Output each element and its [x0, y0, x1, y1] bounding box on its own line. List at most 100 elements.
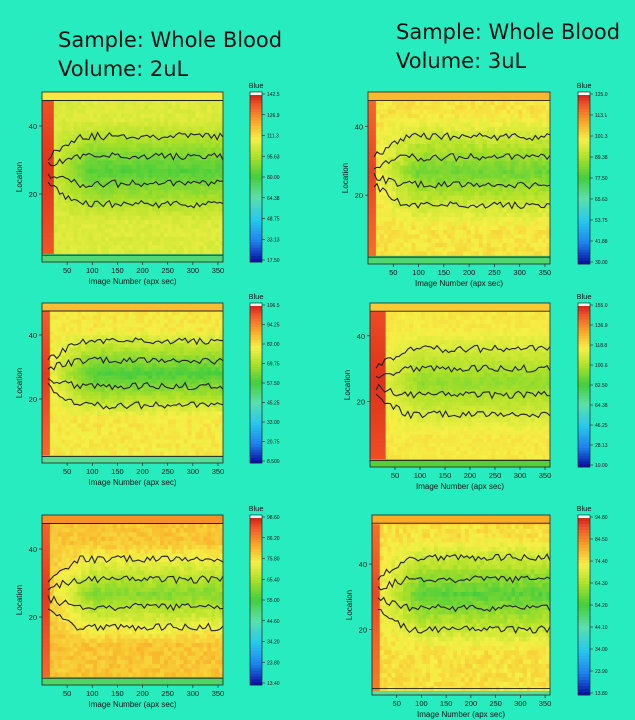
heatmap-cell	[120, 100, 126, 106]
heatmap-cell	[207, 104, 212, 110]
heatmap-cell	[49, 395, 55, 400]
heatmap-cell	[73, 419, 78, 424]
heatmap-cell	[175, 245, 181, 250]
heatmap-cell	[65, 164, 70, 169]
heatmap-cell	[371, 186, 377, 192]
heatmap-cell	[211, 185, 216, 191]
colorbar-swatch	[578, 152, 590, 156]
heatmap-cell	[478, 165, 484, 170]
heatmap-cell	[61, 202, 66, 208]
heatmap-cell	[415, 139, 420, 144]
heatmap-cell	[510, 165, 515, 170]
heatmap-cell	[112, 447, 118, 452]
heatmap-cell	[486, 169, 492, 175]
heatmap-cell	[42, 395, 47, 400]
heatmap-cell	[211, 113, 216, 118]
heatmap-cell	[53, 223, 59, 229]
heatmap-cell	[538, 109, 543, 114]
colorbar-swatch	[578, 100, 590, 104]
heatmap-cell	[207, 164, 212, 169]
heatmap-cell	[498, 104, 503, 110]
heatmap-cell	[375, 208, 381, 213]
heatmap-cell	[514, 190, 519, 196]
heatmap-cell	[215, 185, 220, 191]
heatmap-cell	[411, 259, 416, 265]
heatmap-cell	[85, 181, 90, 186]
heatmap-cell	[219, 160, 224, 165]
heatmap-cell	[462, 165, 468, 170]
heatmap-cell	[120, 431, 126, 436]
heatmap-cell	[470, 117, 476, 123]
heatmap-cell	[144, 435, 149, 440]
heatmap-cell	[116, 431, 122, 436]
heatmap-cell	[179, 240, 185, 246]
heatmap-cell	[439, 182, 444, 187]
heatmap-cell	[466, 104, 472, 110]
heatmap-cell	[136, 104, 141, 110]
heatmap-cell	[199, 164, 204, 169]
heatmap-cell	[97, 172, 102, 178]
heatmap-cell	[140, 387, 145, 392]
heatmap-cell	[451, 104, 456, 110]
heatmap-cell	[108, 339, 114, 344]
heatmap-cell	[73, 121, 78, 127]
heatmap-cell	[455, 96, 460, 101]
heatmap-cell	[403, 173, 408, 179]
heatmap-cell	[447, 109, 452, 114]
heatmap-cell	[195, 194, 200, 199]
heatmap-cell	[69, 100, 74, 106]
heatmap-cell	[49, 172, 55, 178]
heatmap-cell	[144, 419, 149, 424]
heatmap-cell	[494, 143, 499, 149]
heatmap-cell	[506, 109, 511, 114]
heatmap-cell	[395, 135, 401, 140]
heatmap-cell	[42, 168, 47, 174]
heatmap-cell	[101, 113, 106, 118]
heatmap-cell	[77, 100, 82, 106]
heatmap-cell	[144, 223, 149, 229]
heatmap-cell	[435, 135, 440, 140]
heatmap-cell	[85, 236, 90, 242]
heatmap-cell	[89, 253, 94, 259]
heatmap-cell	[474, 113, 480, 119]
heatmap-cell	[199, 223, 204, 229]
heatmap-cell	[61, 147, 66, 152]
heatmap-cell	[171, 194, 177, 199]
heatmap-cell	[474, 126, 480, 132]
heatmap-cell	[451, 199, 456, 205]
heatmap-cell	[108, 143, 114, 148]
heatmap-cell	[136, 411, 141, 416]
heatmap-cell	[546, 233, 551, 239]
heatmap-cell	[45, 307, 51, 312]
heatmap-cell	[89, 164, 94, 169]
heatmap-cell	[546, 221, 551, 226]
heatmap-cell	[451, 135, 456, 140]
heatmap-cell	[387, 216, 393, 222]
heatmap-cell	[478, 186, 484, 192]
heatmap-cell	[526, 135, 531, 140]
heatmap-cell	[490, 251, 496, 256]
heatmap-cell	[69, 211, 74, 216]
heatmap-cell	[144, 134, 149, 140]
heatmap-cell	[132, 391, 137, 396]
heatmap-cell	[128, 379, 133, 384]
heatmap-cell	[160, 92, 165, 97]
heatmap-cell	[462, 117, 468, 123]
heatmap-cell	[53, 351, 59, 356]
heatmap-cell	[140, 363, 145, 368]
colorbar-swatch	[250, 211, 262, 215]
heatmap-cell	[112, 391, 118, 396]
heatmap-cell	[462, 96, 468, 101]
heatmap-cell	[128, 423, 133, 428]
heatmap-cell	[148, 185, 153, 191]
heatmap-cell	[379, 208, 385, 213]
heatmap-cell	[85, 104, 90, 110]
heatmap-cell	[431, 147, 436, 153]
heatmap-cell	[443, 182, 448, 187]
heatmap-cell	[439, 152, 444, 157]
heatmap-cell	[144, 240, 149, 246]
heatmap-cell	[89, 415, 94, 420]
heatmap-cell	[375, 221, 381, 226]
heatmap-cell	[112, 117, 118, 123]
heatmap-cell	[447, 165, 452, 170]
